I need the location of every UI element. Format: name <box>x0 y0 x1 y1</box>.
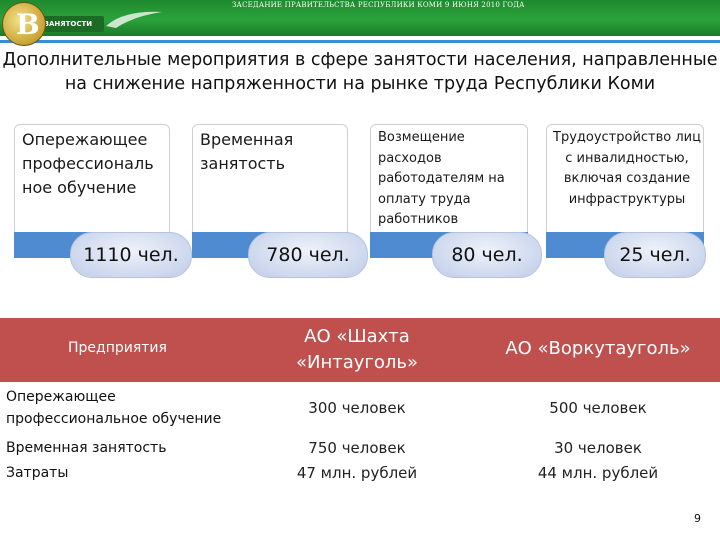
card-value-badge: 780 чел. <box>248 232 368 278</box>
row-label: Затраты <box>6 465 69 481</box>
title-line-1: Дополнительные мероприятия в сфере занят… <box>2 50 718 70</box>
row-value: 30 человек <box>554 439 642 457</box>
logo-swoosh-icon <box>106 11 162 28</box>
row-value: 44 млн. рублей <box>537 464 659 482</box>
logo-band <box>40 16 104 32</box>
card-label: Возмещение расходов работодателям на опл… <box>378 130 505 227</box>
row-value: 500 человек <box>549 399 647 417</box>
card-value-badge: 80 чел. <box>432 232 542 278</box>
title-line-2: на снижение напряженности на рынке труда… <box>64 74 656 94</box>
banner-text: ЗАСЕДАНИЕ ПРАВИТЕЛЬСТВА РЕСПУБЛИКИ КОМИ … <box>232 1 525 9</box>
row-value: 47 млн. рублей <box>296 464 418 482</box>
card-label: Опережающее профессиональ ное обучение <box>22 130 154 197</box>
column-header-vorkutaugol: АО «Воркутауголь» <box>505 338 691 359</box>
table-header: Предприятия АО «Шахта «Интауголь» АО «Во… <box>0 318 720 382</box>
card-value-badge: 1110 чел. <box>70 232 192 278</box>
row-value: 750 человек <box>308 439 406 457</box>
logo: B <box>2 2 46 46</box>
logo-glyph-icon: B <box>16 8 40 41</box>
card-label: Временная занятость <box>200 130 294 173</box>
header-divider <box>0 36 720 40</box>
column-header-intaugol: АО «Шахта «Интауголь» <box>295 326 418 373</box>
row-label: Опережающее профессиональное обучение <box>6 389 222 427</box>
row-value: 300 человек <box>308 399 406 417</box>
logo-label: ЗАНЯТОСТИ <box>44 20 93 28</box>
page-number: 9 <box>694 512 701 525</box>
card-label: Трудоустройство лиц с инвалидностью, вкл… <box>553 130 701 207</box>
card-value-badge: 25 чел. <box>604 232 706 278</box>
page-title: Дополнительные мероприятия в сфере занят… <box>0 48 720 96</box>
row-label: Временная занятость <box>6 440 167 456</box>
header-accent-line <box>0 40 720 43</box>
column-header-enterprises: Предприятия <box>68 340 167 356</box>
